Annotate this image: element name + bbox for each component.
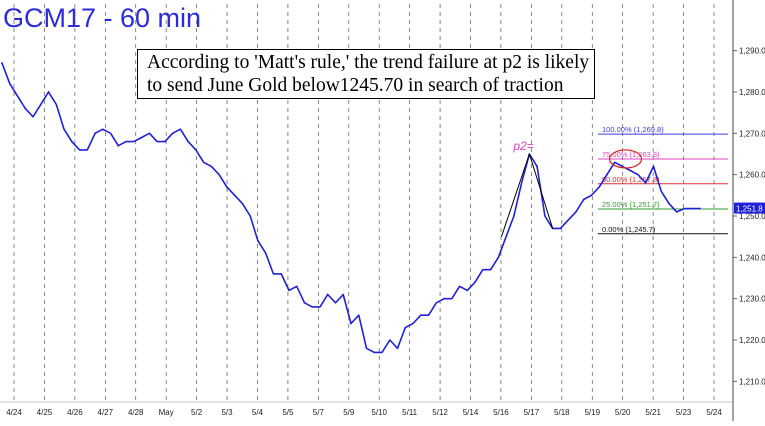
y-axis: 1,210.0 1,220.0 1,230.0 1,240.0 1,250.0 1,260… (732, 0, 765, 421)
series-point (280, 272, 283, 275)
series-point (350, 322, 352, 325)
series-point (443, 297, 445, 300)
series-point (326, 293, 329, 296)
y-tick-label: 1,250.0 (739, 212, 765, 221)
x-tick-label: 5/21 (645, 408, 661, 417)
series-line (1, 62, 700, 354)
fibonacci-levels: 100.00% (1,269.8) 75.00% (1,263.8) 50.00% … (598, 125, 728, 235)
y-tick-label: 1,270.0 (739, 129, 765, 138)
series-point (466, 289, 469, 292)
series-point (536, 165, 539, 168)
x-tick-label: 5/17 (524, 408, 540, 417)
series-point (396, 347, 399, 350)
series-point (652, 165, 655, 168)
x-tick-label: 5/18 (554, 408, 570, 417)
x-tick-label: 5/9 (343, 408, 355, 417)
last-price-tag (734, 202, 765, 214)
series-point (140, 136, 143, 139)
annotation-line-2: to send June Gold below1245.70 in search… (147, 75, 564, 96)
x-tick-label: 5/16 (493, 408, 509, 417)
y-tick-label: 1,260.0 (739, 171, 765, 180)
x-axis: 4/24 4/25 4/26 4/27 4/28 May 5/2 5/3 5/4 5/5 5/7 5/… (0, 401, 733, 417)
x-tick-label: May (159, 408, 174, 417)
series-point (210, 165, 213, 168)
series-point (257, 239, 259, 242)
x-tick-label: 5/2 (191, 408, 203, 417)
fib-level-label: 100.00% (1,269.8) (602, 125, 664, 134)
annotation-line-1: According to 'Matt's rule,' the trend fa… (147, 52, 590, 73)
x-tick-label: 5/20 (615, 408, 631, 417)
series-point (94, 132, 96, 135)
x-tick-label: 5/14 (463, 408, 479, 417)
x-tick-label: 5/11 (402, 408, 418, 417)
trend-line (528, 153, 554, 229)
x-tick-label: 4/25 (37, 408, 53, 417)
x-tick-label: 5/12 (432, 408, 448, 417)
y-tick-label: 1,230.0 (739, 295, 765, 304)
x-tick-label: 5/19 (584, 408, 600, 417)
x-tick-label: 4/24 (6, 408, 22, 417)
chart-overlays: p2= (500, 139, 643, 237)
y-tick-label: 1,280.0 (739, 88, 765, 97)
series-point (47, 91, 50, 93)
pivot-label: p2= (512, 139, 533, 153)
series-point (699, 207, 701, 210)
series-point (24, 107, 27, 110)
fib-level-label: 50.00% (1,257.8) (602, 175, 660, 184)
series-point (489, 268, 492, 271)
series-point (559, 227, 562, 230)
x-tick-label: 5/24 (706, 408, 722, 417)
fib-level-label: 75.00% (1,263.8) (602, 150, 660, 159)
series-point (163, 140, 166, 143)
trend-line (500, 153, 530, 237)
x-tick-label: 5/4 (252, 408, 264, 417)
series-point (419, 314, 422, 317)
series-point (117, 144, 120, 147)
series-point (606, 173, 608, 176)
last-price-label: 1,251.8 (736, 205, 763, 214)
x-tick-label: 5/7 (313, 408, 325, 417)
x-tick-label: 4/26 (67, 408, 83, 417)
annotation-box: According to 'Matt's rule,' the trend fa… (137, 49, 595, 99)
y-tick-label: 1,220.0 (739, 336, 765, 345)
series-point (233, 194, 236, 197)
series-point (582, 198, 585, 201)
series-point (303, 301, 306, 304)
x-tick-label: 5/10 (371, 408, 387, 417)
series-point (187, 140, 190, 143)
fib-level-label: 25.00% (1,251.7) (602, 200, 660, 209)
y-tick-label: 1,290.0 (739, 47, 765, 56)
series-point (70, 140, 73, 143)
chart-title: GCM17 - 60 min (3, 3, 201, 33)
price-series (1, 62, 701, 354)
failure-circle (608, 149, 643, 169)
x-tick-label: 5/5 (282, 408, 294, 417)
y-tick-label: 1,240.0 (739, 253, 765, 262)
fib-level-label: 0.00% (1,245.7) (602, 225, 656, 234)
x-tick-label: 4/27 (98, 408, 114, 417)
y-tick-label: 1,210.0 (739, 377, 765, 386)
series-point (1, 62, 3, 64)
x-tick-label: 5/23 (676, 408, 692, 417)
series-point (373, 351, 376, 354)
series-point (675, 210, 678, 213)
series-point (629, 169, 632, 172)
x-tick-label: 5/3 (221, 408, 233, 417)
series-point (512, 215, 515, 217)
x-tick-label: 4/28 (128, 408, 144, 417)
